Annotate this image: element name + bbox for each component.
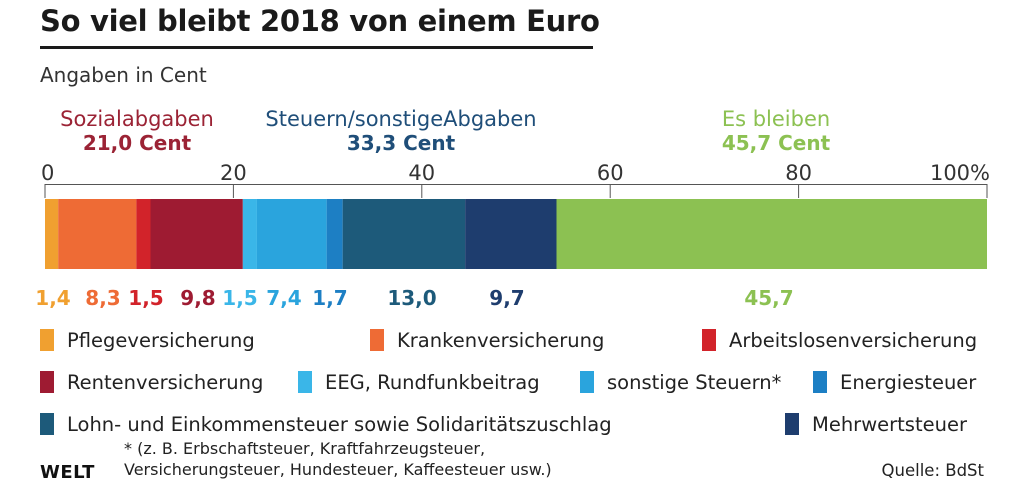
data-label: 1,4 <box>35 286 70 310</box>
footnote-line: * (z. B. Erbschaftsteuer, Kraftfahrzeugs… <box>124 439 486 458</box>
data-label: 13,0 <box>387 286 436 310</box>
title-underline <box>40 46 593 49</box>
legend-label: Lohn- und Einkommensteuer sowie Solidari… <box>67 412 612 436</box>
legend-swatch <box>370 329 384 351</box>
bar-segment <box>45 199 59 269</box>
legend-label: Energiesteuer <box>840 370 977 394</box>
bar-segment <box>256 199 327 269</box>
footnote-line: Versicherungsteuer, Hundesteuer, Kaffees… <box>124 460 552 479</box>
bar-segment <box>326 199 343 269</box>
x-tick-label: 0 <box>41 161 54 185</box>
data-label: 9,8 <box>180 286 215 310</box>
data-label: 45,7 <box>744 286 793 310</box>
legend-label: Arbeitslosenversicherung <box>729 328 978 352</box>
bar-segment <box>465 199 557 269</box>
x-tick-label: 100% <box>930 161 990 185</box>
bar-segment <box>342 199 466 269</box>
data-label: 8,3 <box>85 286 120 310</box>
group-label: Es bleiben <box>722 107 830 131</box>
chart-subtitle: Angaben in Cent <box>40 63 207 87</box>
legend-swatch <box>813 371 827 393</box>
x-tick-label: 40 <box>408 161 435 185</box>
data-label: 1,5 <box>128 286 163 310</box>
legend-item-mehrwertsteuer: Mehrwertsteuer <box>785 411 967 437</box>
data-label: 1,7 <box>312 286 347 310</box>
legend-item-energiesteuer: Energiesteuer <box>813 369 976 395</box>
bar-segment <box>58 199 137 269</box>
group-value-label: 21,0 Cent <box>83 131 192 155</box>
data-label: 7,4 <box>266 286 301 310</box>
legend-label: Pflegeversicherung <box>67 328 255 352</box>
source-note: Quelle: BdSt <box>881 461 984 480</box>
x-tick-label: 60 <box>597 161 624 185</box>
bar-segment <box>150 199 243 269</box>
welt-logo: WELT <box>40 462 95 483</box>
bar-segment <box>556 199 987 269</box>
bar-segment <box>136 199 151 269</box>
legend-item-eeg-rundfunkbeitrag: EEG, Rundfunkbeitrag <box>298 369 540 395</box>
legend-item-pflegeversicherung: Pflegeversicherung <box>40 327 255 353</box>
group-label: Steuern/sonstigeAbgaben <box>265 107 536 131</box>
legend-item-lohn-einkommensteuer: Lohn- und Einkommensteuer sowie Solidari… <box>40 411 612 437</box>
legend-item-krankenversicherung: Krankenversicherung <box>370 327 604 353</box>
legend-swatch <box>40 413 54 435</box>
legend-item-sonstige-steuern: sonstige Steuern* <box>580 369 781 395</box>
legend-swatch <box>40 329 54 351</box>
legend: Pflegeversicherung Krankenversicherung A… <box>40 327 990 437</box>
group-label: Sozialabgaben <box>60 107 214 131</box>
legend-item-arbeitslosenversicherung: Arbeitslosenversicherung <box>702 327 977 353</box>
legend-item-rentenversicherung: Rentenversicherung <box>40 369 263 395</box>
legend-label: Rentenversicherung <box>67 370 264 394</box>
footnote: * (z. B. Erbschaftsteuer, Kraftfahrzeugs… <box>124 438 552 480</box>
legend-swatch <box>785 413 799 435</box>
legend-swatch <box>580 371 594 393</box>
data-label: 9,7 <box>489 286 524 310</box>
legend-swatch <box>702 329 716 351</box>
legend-label: sonstige Steuern* <box>607 370 782 394</box>
x-tick-label: 20 <box>220 161 247 185</box>
group-value-label: 33,3 Cent <box>347 131 456 155</box>
legend-label: EEG, Rundfunkbeitrag <box>325 370 540 394</box>
x-tick-label: 80 <box>785 161 812 185</box>
group-value-label: 45,7 Cent <box>722 131 831 155</box>
legend-swatch <box>40 371 54 393</box>
data-label: 1,5 <box>222 286 257 310</box>
legend-swatch <box>298 371 312 393</box>
bar-segment <box>242 199 257 269</box>
legend-label: Krankenversicherung <box>397 328 605 352</box>
legend-label: Mehrwertsteuer <box>812 412 967 436</box>
chart-title: So viel bleibt 2018 von einem Euro <box>40 4 600 38</box>
